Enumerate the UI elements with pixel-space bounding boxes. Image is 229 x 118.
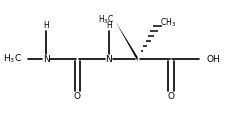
- Text: O: O: [74, 92, 81, 101]
- Text: N: N: [43, 55, 49, 63]
- Text: OH: OH: [206, 55, 219, 63]
- Text: H: H: [43, 21, 49, 30]
- Text: H$_3$C: H$_3$C: [98, 14, 114, 26]
- Text: H: H: [105, 21, 111, 30]
- Text: N: N: [105, 55, 112, 63]
- Polygon shape: [115, 21, 137, 61]
- Text: H$_3$C: H$_3$C: [3, 53, 22, 65]
- Text: CH$_3$: CH$_3$: [159, 16, 175, 29]
- Text: O: O: [167, 92, 174, 101]
